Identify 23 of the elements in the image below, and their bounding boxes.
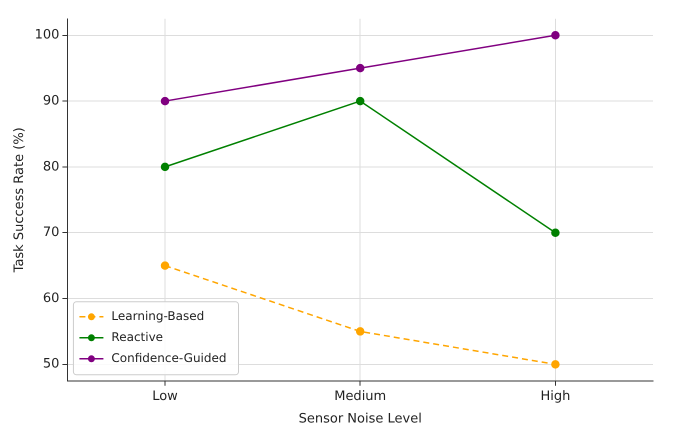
point xyxy=(160,96,170,106)
y-tick-label: 80 xyxy=(42,159,60,174)
x-tick-label: Medium xyxy=(334,388,386,404)
y-tick-label: 60 xyxy=(42,290,60,306)
point xyxy=(160,261,170,270)
point xyxy=(551,360,560,369)
y-tick-label: 50 xyxy=(42,356,60,372)
y-tick-label: 100 xyxy=(34,28,60,43)
x-tick-label: Low xyxy=(152,388,178,404)
point xyxy=(551,228,560,237)
point xyxy=(356,327,364,336)
y-tick-label: 90 xyxy=(42,93,60,108)
point xyxy=(160,162,170,172)
y-tick-label: 70 xyxy=(42,225,60,240)
point xyxy=(551,31,560,40)
x-axis-title: Sensor Noise Level xyxy=(298,412,422,427)
legend-label: Confidence-Guided xyxy=(111,350,227,365)
y-axis-title: Task Success Rate (%) xyxy=(12,127,28,274)
x-tick-label: High xyxy=(540,388,570,404)
legend-label: Reactive xyxy=(111,330,164,344)
point xyxy=(356,64,364,72)
point xyxy=(356,96,364,106)
legend-label: Learning-Based xyxy=(111,308,204,323)
